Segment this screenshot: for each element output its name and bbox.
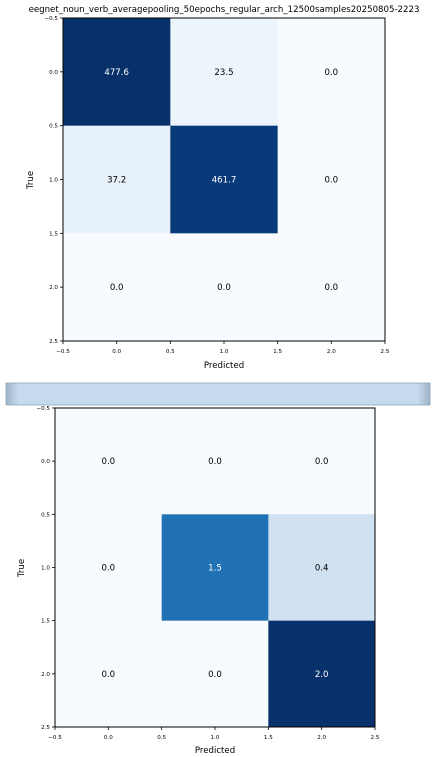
- x-tick-label: 1.5: [264, 735, 273, 741]
- y-tick-label: 2.0: [41, 672, 50, 678]
- heatmap-cell: [55, 408, 162, 515]
- x-tick-label: 1.5: [273, 349, 282, 355]
- y-tick-label: 0.5: [49, 124, 58, 130]
- heatmap-cell: [161, 620, 269, 728]
- heatmap-cell: [55, 514, 162, 621]
- x-tick-label: 2.0: [317, 735, 326, 741]
- x-axis-label: Predicted: [195, 746, 235, 756]
- y-tick-label: 1.5: [49, 231, 58, 237]
- cell-value-label: 0.0: [101, 564, 115, 574]
- y-axis-label: True: [26, 171, 36, 190]
- x-tick-label: 0.5: [157, 735, 166, 741]
- y-tick-label: −0.5: [44, 16, 58, 22]
- y-axis: −0.5 0.0 0.5 1.0 1.5 2.0 2.5: [36, 406, 55, 731]
- x-tick-label: 1.0: [220, 349, 229, 355]
- cell-value-label: 0.0: [315, 457, 329, 467]
- y-axis: −0.5 0.0 0.5 1.0 1.5 2.0 2.5: [44, 16, 63, 345]
- y-tick-label: 0.0: [49, 70, 58, 76]
- heatmap-cell: [268, 514, 376, 621]
- heatmap-cell: [268, 408, 376, 515]
- cell-value-label: 0.0: [101, 457, 115, 467]
- heatmap-cell: [268, 620, 376, 728]
- cell-value-label: 0.0: [101, 670, 115, 680]
- heatmap-cell: [63, 18, 171, 126]
- y-tick-label: 0.5: [41, 512, 50, 518]
- y-tick-label: 1.0: [41, 566, 50, 572]
- cell-value-label: 23.5: [214, 68, 233, 78]
- cell-value-label: 0.4: [315, 564, 329, 574]
- heatmap-cell: [63, 125, 171, 234]
- x-tick-label: −0.5: [56, 349, 70, 355]
- y-tick-label: 0.0: [41, 459, 50, 465]
- cell-value-label: 0.0: [217, 283, 231, 293]
- heatmap-cell: [277, 233, 386, 342]
- y-axis-label: True: [17, 559, 27, 578]
- y-tick-label: 1.0: [49, 178, 58, 184]
- cell-value-label: 0.0: [208, 670, 222, 680]
- cell-value-label: 0.0: [324, 283, 338, 293]
- y-tick-label: 2.5: [49, 339, 58, 345]
- cell-value-label: 0.0: [208, 457, 222, 467]
- x-axis-label: Predicted: [204, 361, 244, 371]
- cell-value-label: 477.6: [104, 68, 129, 78]
- heatmap-cell: [277, 125, 386, 234]
- x-tick-label: −0.5: [48, 735, 62, 741]
- heatmap-cells: 0.0 0.0 0.0 0.0 1.5 0.4 0.0 0.0 2.0: [55, 408, 376, 728]
- chart-top: eegnet_noun_verb_averagepooling_50epochs…: [26, 5, 419, 371]
- heatmap-cell: [170, 18, 278, 126]
- cell-value-label: 1.5: [208, 564, 222, 574]
- panel-divider: [5, 382, 431, 406]
- cell-value-label: 37.2: [107, 176, 126, 186]
- x-tick-label: 0.5: [166, 349, 175, 355]
- y-tick-label: 1.5: [41, 619, 50, 625]
- x-tick-label: 0.0: [112, 349, 121, 355]
- y-tick-label: 2.0: [49, 285, 58, 291]
- x-tick-label: 2.0: [327, 349, 336, 355]
- chart-bottom: 0.0 0.0 0.0 0.0 1.5 0.4 0.0 0.0 2.0 −0.5 0.0 0.5 1.…: [17, 406, 380, 756]
- x-axis: −0.5 0.0 0.5 1.0 1.5 2.0 2.5: [56, 341, 390, 355]
- y-tick-label: −0.5: [36, 406, 50, 412]
- heatmap-cell: [161, 514, 269, 621]
- heatmap-cell: [161, 408, 269, 515]
- cell-value-label: 461.7: [212, 176, 237, 186]
- y-tick-label: 2.5: [41, 725, 50, 731]
- heatmap-cell: [170, 233, 278, 342]
- x-axis: −0.5 0.0 0.5 1.0 1.5 2.0 2.5: [48, 727, 380, 741]
- cell-value-label: 0.0: [324, 176, 338, 186]
- heatmap-cells: 477.6 23.5 0.0 37.2 461.7 0.0 0.0 0.0 0.0: [63, 18, 386, 342]
- cell-value-label: 0.0: [324, 68, 338, 78]
- x-tick-label: 2.5: [381, 349, 390, 355]
- x-tick-label: 2.5: [371, 735, 380, 741]
- heatmap-cell: [170, 125, 278, 234]
- x-tick-label: 1.0: [211, 735, 220, 741]
- heatmap-cell: [55, 620, 162, 728]
- chart-title: eegnet_noun_verb_averagepooling_50epochs…: [29, 5, 420, 15]
- heatmap-cell: [63, 233, 171, 342]
- x-tick-label: 0.0: [104, 735, 113, 741]
- cell-value-label: 0.0: [110, 283, 124, 293]
- heatmap-cell: [277, 18, 386, 126]
- cell-value-label: 2.0: [315, 670, 329, 680]
